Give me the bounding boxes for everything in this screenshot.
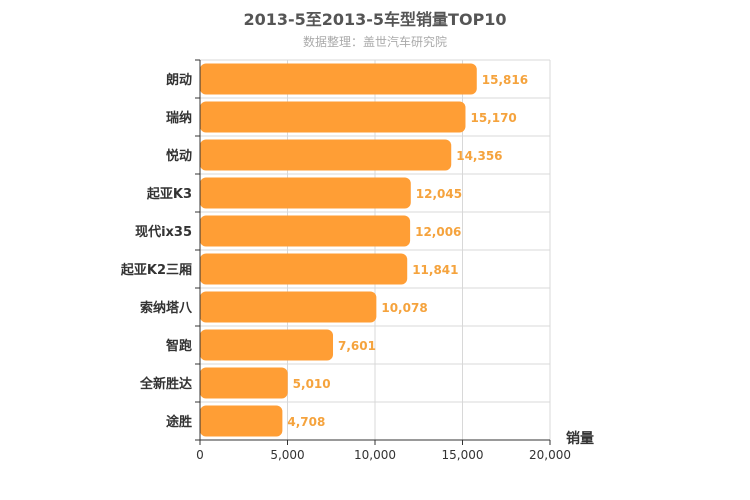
category-label: 悦动 (166, 148, 192, 164)
category-label: 朗动 (166, 72, 192, 88)
data-label: 11,841 (412, 263, 458, 277)
bar (200, 329, 334, 361)
bar (200, 139, 452, 171)
category-label: 现代ix35 (135, 224, 192, 240)
category-label: 起亚K3 (146, 186, 192, 202)
data-label: 15,816 (482, 73, 528, 87)
data-label: 7,601 (338, 339, 376, 353)
chart-title: 2013-5至2013-5车型销量TOP10 (243, 10, 507, 29)
tick-label: 20,000 (529, 448, 571, 462)
bar (200, 177, 411, 209)
data-label: 12,006 (415, 225, 461, 239)
data-label: 4,708 (287, 415, 325, 429)
tick-label: 5,000 (270, 448, 304, 462)
category-label: 智跑 (166, 338, 192, 354)
chart-subtitle: 数据整理：盖世汽车研究院 (302, 35, 447, 49)
bar-layer (200, 63, 477, 437)
data-label: 12,045 (416, 187, 462, 201)
bar (200, 367, 288, 399)
category-label: 途胜 (166, 414, 192, 430)
data-label: 10,078 (381, 301, 427, 315)
tick-label: 0 (196, 448, 204, 462)
value-axis-title: 销量 (566, 430, 594, 447)
category-label: 全新胜达 (139, 376, 192, 392)
bar (200, 215, 411, 247)
label-layer: 朗动 15,816 瑞纳 15,170 悦动 14,356 起亚K3 12,045 现代ix35… (120, 72, 528, 430)
tick-label: 15,000 (442, 448, 484, 462)
category-label: 索纳塔八 (140, 300, 193, 316)
data-label: 14,356 (456, 149, 502, 163)
bar (200, 101, 466, 133)
bar (200, 63, 477, 95)
category-label: 瑞纳 (166, 110, 192, 126)
axis-layer: 0 5,000 10,000 15,000 20,000 (195, 59, 571, 462)
bar (200, 405, 283, 437)
data-label: 5,010 (293, 377, 331, 391)
bar (200, 291, 377, 323)
tick-label: 10,000 (354, 448, 396, 462)
bar (200, 253, 408, 285)
data-label: 15,170 (470, 111, 516, 125)
category-label: 起亚K2三厢 (120, 262, 192, 278)
